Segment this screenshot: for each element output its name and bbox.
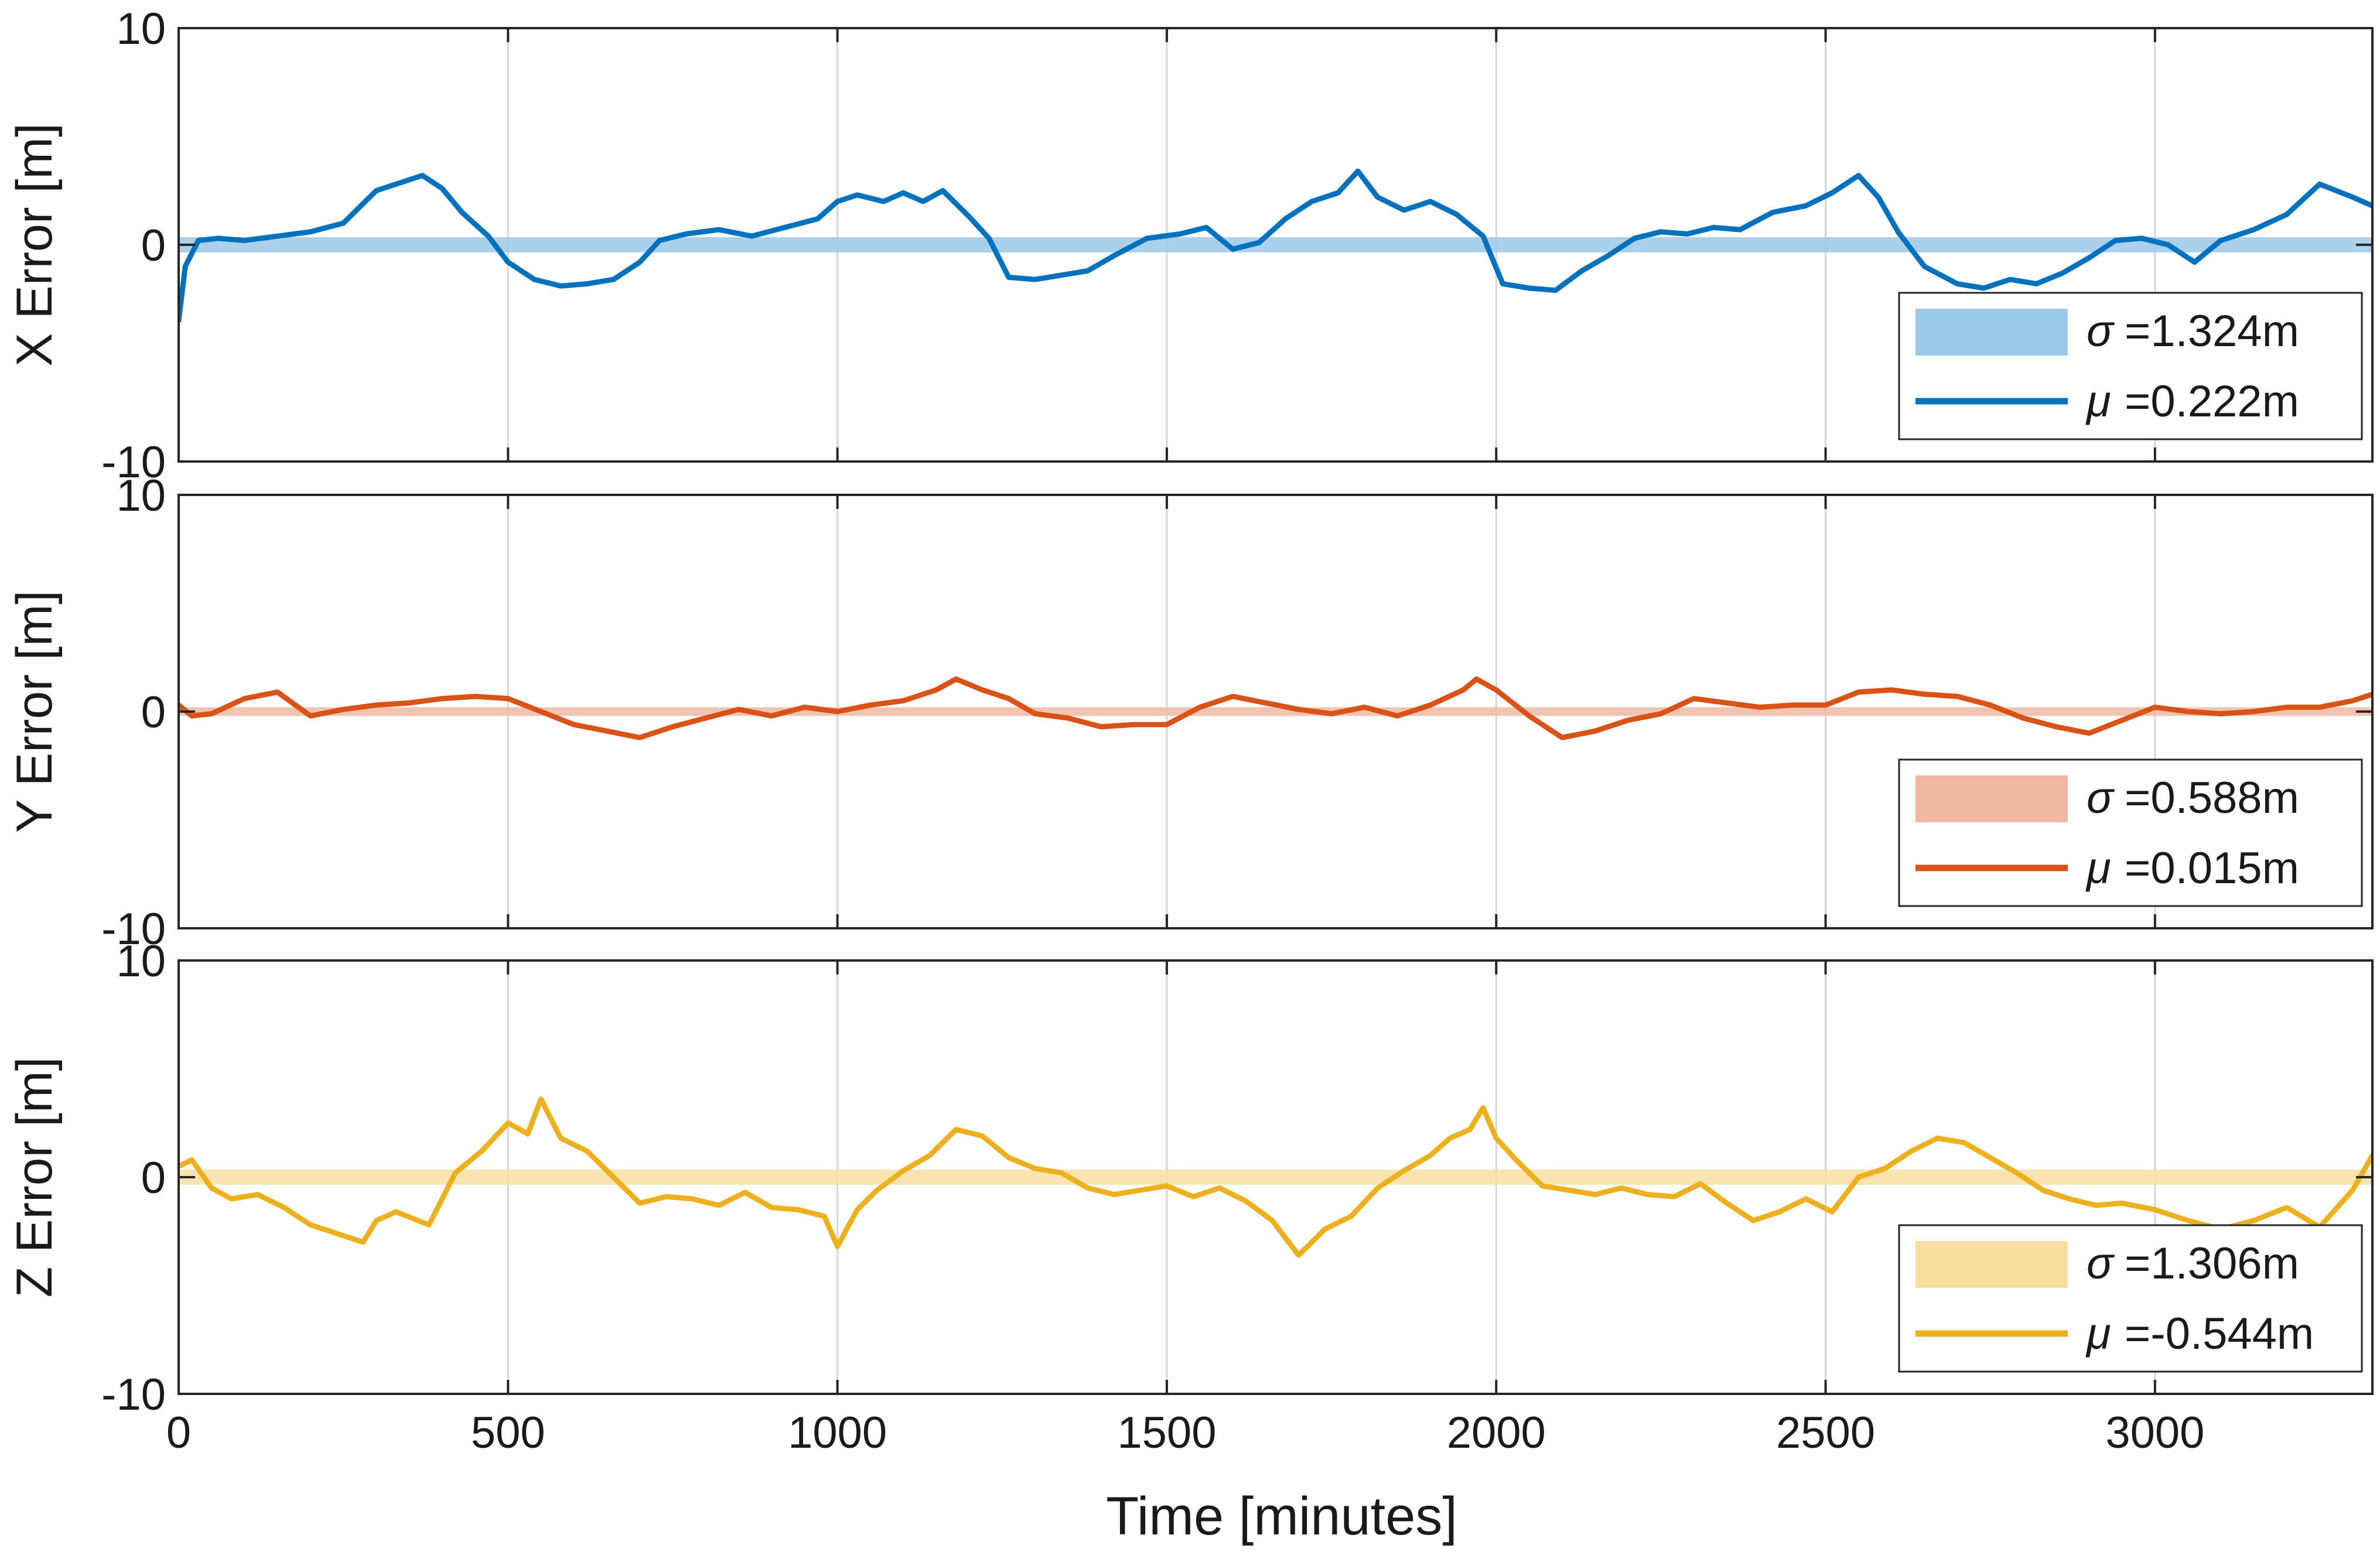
sigma-band-x	[179, 237, 2372, 252]
legend-swatch-band-x	[1915, 309, 2068, 355]
ytick-label-y-0: -10	[101, 904, 166, 954]
series-line-z	[179, 1096, 2372, 1258]
legend-symbol-x-0: σ	[2087, 306, 2115, 356]
legend-symbol-y-1: μ	[2085, 843, 2111, 893]
legend-text-x-0: =1.324m	[2125, 306, 2299, 356]
legend-x: σ =1.324m μ =0.222m	[1898, 292, 2363, 440]
legend-text-y-0: =0.588m	[2125, 773, 2299, 823]
y-axis-title-x: X Error [m]	[6, 123, 63, 367]
ytick-label-z-0: -10	[101, 1370, 166, 1420]
xtick-label-1: 500	[471, 1408, 545, 1458]
sigma-band-z	[179, 1170, 2372, 1185]
legend-y: σ =0.588m μ =0.015m	[1898, 758, 2363, 907]
ytick-label-x-1: 0	[141, 221, 166, 271]
legend-text-x-1: =0.222m	[2125, 377, 2299, 426]
ytick-label-z-1: 0	[141, 1153, 166, 1203]
xtick-label-6: 3000	[2105, 1408, 2204, 1458]
legend-symbol-z-0: σ	[2087, 1239, 2115, 1288]
ytick-label-y-1: 0	[141, 688, 166, 737]
legend-symbol-x-1: μ	[2085, 377, 2111, 426]
ytick-label-x-2: 10	[116, 4, 166, 54]
legend-text-y-1: =0.015m	[2125, 843, 2299, 893]
panel-y: -10 0 10 Y Error [m] σ =0.588m μ =0.015m	[6, 471, 2374, 954]
legend-symbol-z-1: μ	[2085, 1309, 2111, 1359]
xtick-label-5: 2500	[1776, 1408, 1875, 1458]
legend-text-z-0: =1.306m	[2125, 1239, 2299, 1288]
series-line-y	[179, 676, 2372, 740]
panel-x: -10 0 10 X Error [m] σ =1.324m μ =0.222m	[6, 4, 2374, 487]
legend-swatch-band-z	[1915, 1241, 2068, 1288]
xtick-label-0: 0	[166, 1408, 191, 1458]
series-line-x	[179, 168, 2372, 323]
ytick-label-z-2: 10	[116, 936, 166, 986]
xtick-label-4: 2000	[1447, 1408, 1546, 1458]
y-axis-title-z: Z Error [m]	[6, 1057, 63, 1298]
y-axis-title-y: Y Error [m]	[6, 590, 63, 833]
ytick-label-y-2: 10	[116, 471, 166, 521]
shared-x-axis: Time [minutes]	[1106, 1486, 1457, 1546]
x-axis-title: Time [minutes]	[1106, 1486, 1457, 1546]
sigma-band-y	[179, 707, 2372, 716]
ytick-label-x-0: -10	[101, 437, 166, 487]
xtick-label-2: 1000	[788, 1408, 887, 1458]
legend-z: σ =1.306m μ =-0.544m	[1898, 1224, 2363, 1373]
legend-symbol-y-0: σ	[2087, 773, 2115, 823]
xtick-label-3: 1500	[1117, 1408, 1216, 1458]
legend-swatch-band-y	[1915, 775, 2068, 822]
legend-text-z-1: =-0.544m	[2125, 1309, 2314, 1359]
